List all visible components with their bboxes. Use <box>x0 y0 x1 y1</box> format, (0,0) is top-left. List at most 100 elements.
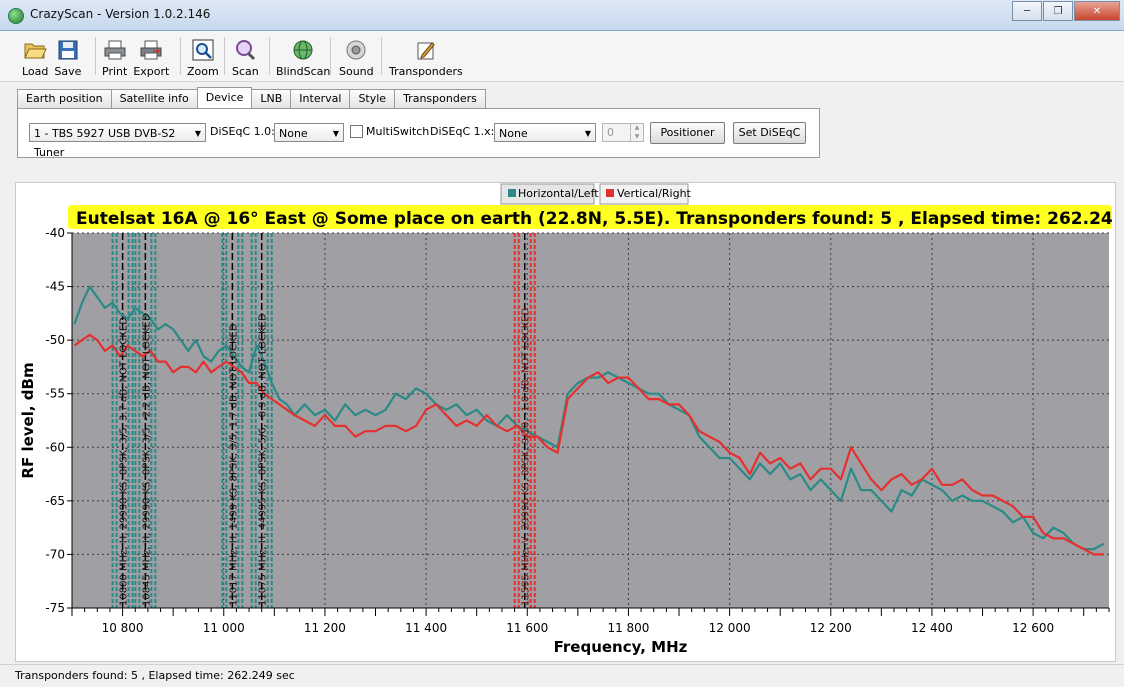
spin-value: 0 <box>607 126 614 139</box>
blindscan-label: BlindScan <box>276 65 331 78</box>
diseqc10-select[interactable]: None ▼ <box>274 123 344 142</box>
multiswitch-checkbox[interactable] <box>350 125 363 138</box>
y-axis-label: RF level, dBm <box>19 362 37 478</box>
y-tick-label: -50 <box>45 333 65 347</box>
window-title: CrazyScan - Version 1.0.2.146 <box>30 7 211 21</box>
tab-earth-position[interactable]: Earth position <box>17 89 112 108</box>
tab-satellite-info[interactable]: Satellite info <box>110 89 198 108</box>
tab-interval[interactable]: Interval <box>290 89 351 108</box>
y-tick-label: -40 <box>45 226 65 240</box>
multiswitch-label: MultiSwitch <box>366 125 430 138</box>
main-toolbar: Load Save Print Export Zoo <box>0 31 1124 82</box>
x-tick-label: 10 800 <box>102 621 144 635</box>
diseqc1x-value: None <box>499 127 528 140</box>
sound-label: Sound <box>339 65 374 78</box>
chevron-down-icon: ▼ <box>332 129 339 138</box>
restore-button[interactable]: ❐ <box>1043 1 1073 21</box>
x-tick-label: 11 600 <box>506 621 548 635</box>
folder-open-icon <box>24 43 47 59</box>
save-label: Save <box>54 65 82 78</box>
scan-button[interactable]: Scan <box>229 34 262 78</box>
spin-up-icon[interactable]: ▲ <box>630 124 643 132</box>
settings-tabs: Earth position Satellite info Device LNB… <box>17 87 486 108</box>
plot-area <box>72 233 1109 608</box>
series-horizontal-line <box>73 285 1105 551</box>
save-button[interactable]: Save <box>51 34 84 78</box>
chart-title: Eutelsat 16A @ 16° East @ Some place on … <box>76 209 1113 229</box>
x-tick-label: 11 000 <box>203 621 245 635</box>
floppy-disk-icon <box>58 40 78 60</box>
status-bar: Transponders found: 5 , Elapsed time: 26… <box>0 664 1124 686</box>
chevron-down-icon: ▼ <box>194 129 201 138</box>
legend-box-vertical[interactable] <box>599 183 689 205</box>
zoom-icon <box>192 39 214 61</box>
title-bar: CrazyScan - Version 1.0.2.146 ─ ❐ ✕ <box>0 0 1124 31</box>
zoom-label: Zoom <box>187 65 219 78</box>
series-lines <box>73 285 1105 556</box>
transponder-label: 10800 MHz, H, 29998 KS, 8PSK, 3/5, 3.7 d… <box>119 317 130 606</box>
x-axis-label: Frequency, MHz <box>554 638 688 656</box>
chart-legend: Horizontal/Left Vertical/Right <box>500 183 692 205</box>
scan-label: Scan <box>232 65 259 78</box>
diseqc10-value: None <box>279 127 308 140</box>
spectrum-chart-frame: Horizontal/Left Vertical/Right Eutelsat … <box>15 182 1116 662</box>
restore-icon: ❐ <box>1053 5 1063 17</box>
transponder-label: 11017 MHz, H, 1499 KS, 8PSK, 3/5, 1.7 dB… <box>228 323 239 606</box>
magnifier-icon <box>236 40 256 61</box>
device-panel: 1 - TBS 5927 USB DVB-S2 Tuner ▼ DiSEqC 1… <box>17 108 820 159</box>
export-printer-icon <box>140 40 162 60</box>
print-button[interactable]: Print <box>99 34 130 78</box>
blindscan-button[interactable]: BlindScan <box>273 34 333 78</box>
tab-style[interactable]: Style <box>349 89 396 108</box>
window-controls: ─ ❐ ✕ <box>1011 1 1120 21</box>
export-button[interactable]: Export <box>130 34 172 78</box>
legend-label-horizontal: Horizontal/Left <box>518 187 599 200</box>
sound-button[interactable]: Sound <box>336 34 377 78</box>
x-tick-label: 12 200 <box>810 621 852 635</box>
diseqc10-label: DiSEqC 1.0: <box>210 125 275 138</box>
minimize-button[interactable]: ─ <box>1012 1 1042 21</box>
transponders-label: Transponders <box>389 65 463 78</box>
y-tick-label: -75 <box>45 601 65 615</box>
x-tick-label: 12 000 <box>709 621 751 635</box>
transponder-label: 11075 MHz, H, 44995 KS, 8PSK, 5/6, -0.9 … <box>258 313 269 606</box>
diseqc1x-select[interactable]: None ▼ <box>494 123 596 142</box>
transponders-button[interactable]: Transponders <box>386 34 466 78</box>
transponder-markers <box>111 233 536 608</box>
positioner-button[interactable]: Positioner <box>650 122 725 144</box>
app-globe-icon <box>8 8 24 24</box>
tab-lnb[interactable]: LNB <box>251 89 292 108</box>
print-label: Print <box>102 65 128 78</box>
spectrum-chart[interactable]: Horizontal/Left Vertical/Right Eutelsat … <box>16 183 1115 661</box>
y-tick-label: -55 <box>45 387 65 401</box>
transponder-label: 11595 MHz, V, 29996 KS, 8PSK, 9/10, -1.0… <box>521 307 532 606</box>
y-tick-label: -60 <box>45 440 65 454</box>
axes: -40 -45 -50 -55 -60 -65 -70 -75 10 800 11 000 11 2… <box>45 226 1110 635</box>
x-tick-label: 12 600 <box>1012 621 1054 635</box>
printer-icon <box>104 40 126 60</box>
globe-icon <box>293 40 313 60</box>
y-tick-label: -45 <box>45 280 65 294</box>
x-tick-label: 12 400 <box>911 621 953 635</box>
zoom-button[interactable]: Zoom <box>184 34 222 78</box>
set-diseqc-button[interactable]: Set DiSEqC <box>733 122 806 144</box>
tab-transponders[interactable]: Transponders <box>394 89 486 108</box>
x-tick-label: 11 800 <box>607 621 649 635</box>
y-tick-label: -70 <box>45 547 65 561</box>
close-icon: ✕ <box>1092 5 1102 17</box>
tuner-select[interactable]: 1 - TBS 5927 USB DVB-S2 Tuner ▼ <box>29 123 206 159</box>
legend-swatch-vertical <box>606 189 614 197</box>
x-tick-label: 11 200 <box>304 621 346 635</box>
legend-label-vertical: Vertical/Right <box>617 187 692 200</box>
close-button[interactable]: ✕ <box>1074 1 1120 21</box>
tab-device[interactable]: Device <box>196 87 253 108</box>
chevron-down-icon: ▼ <box>584 129 591 138</box>
load-button[interactable]: Load <box>19 34 51 78</box>
title-highlight <box>68 205 1112 229</box>
edit-pencil-icon <box>417 42 435 60</box>
legend-swatch-horizontal <box>508 189 516 197</box>
legend-box-horizontal[interactable] <box>500 183 595 205</box>
spin-down-icon[interactable]: ▼ <box>630 133 643 141</box>
diseqc-port-spinner[interactable]: 0 ▲ ▼ <box>602 123 644 142</box>
load-label: Load <box>22 65 49 78</box>
